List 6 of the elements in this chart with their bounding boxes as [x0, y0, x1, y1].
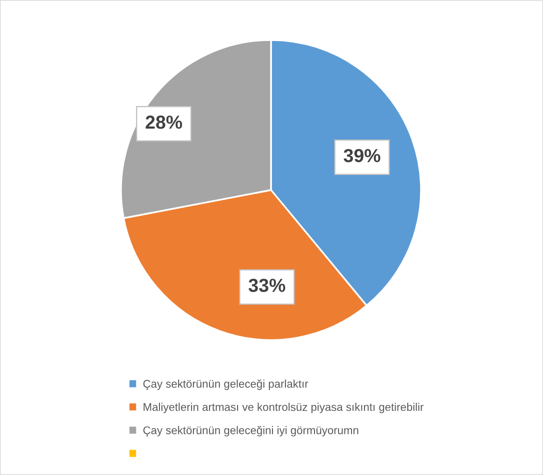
- legend-label: Çay sektörünün geleceği parlaktır: [143, 379, 308, 390]
- legend-label: Çay sektörünün geleceğini iyi görmüyorumn: [143, 426, 358, 436]
- legend-label: Maliyetlerin artması ve kontrolsüz piyasa sıkıntı getirebilir: [144, 402, 424, 414]
- data-label: 33%: [248, 278, 286, 292]
- data-label: 28%: [146, 116, 182, 129]
- data-label: 39%: [344, 148, 380, 162]
